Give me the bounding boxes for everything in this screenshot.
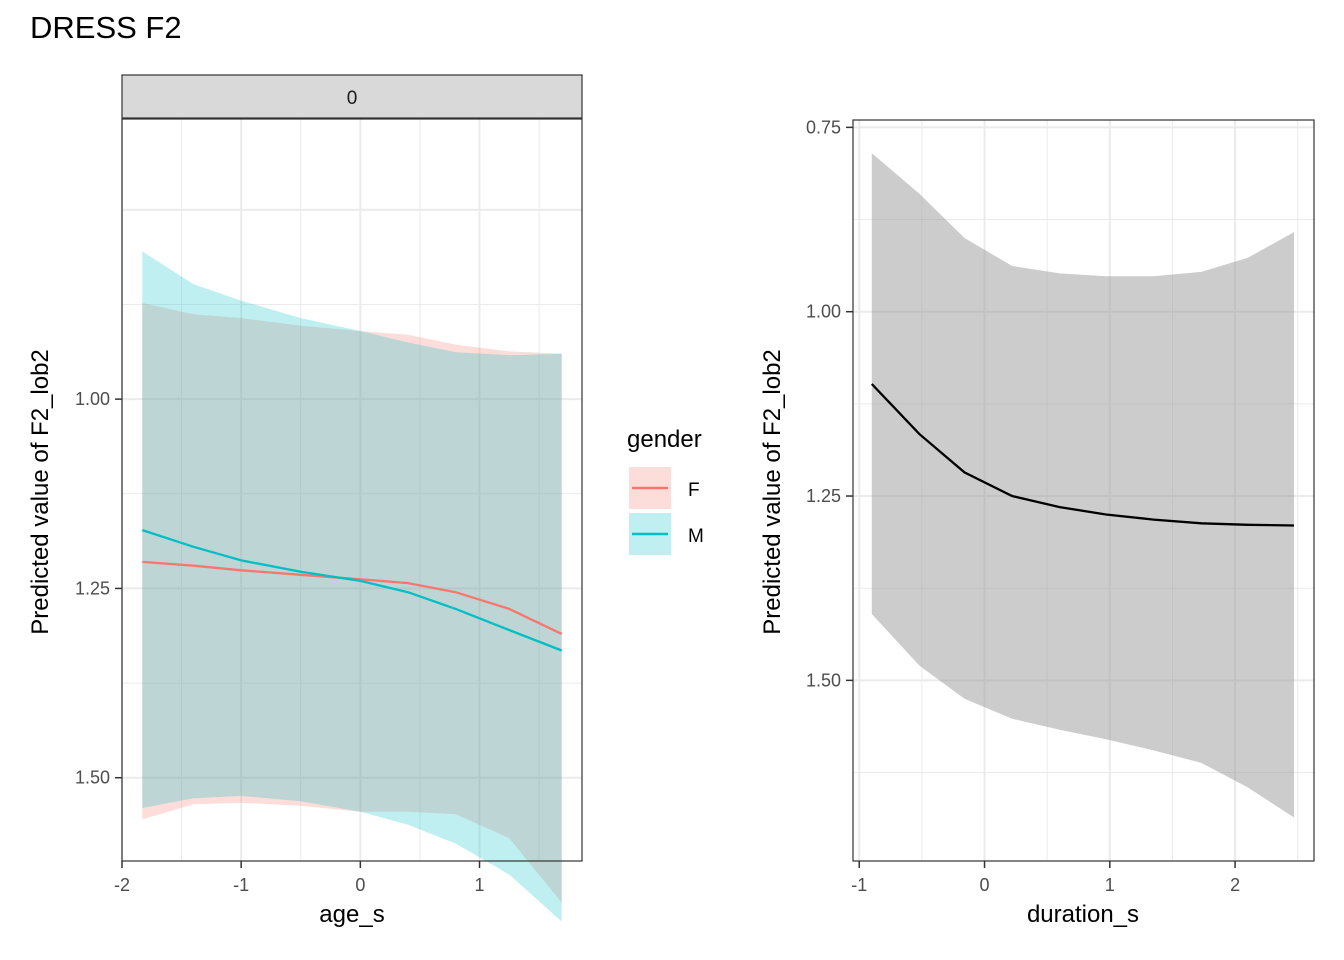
y-tick-label: 1.25	[806, 486, 841, 506]
x-axis-label: duration_s	[1027, 901, 1139, 928]
y-axis-ticks: 0.75 1.00 1.25 1.50	[806, 117, 853, 690]
ribbon-M	[142, 251, 562, 922]
y-axis-label: Predicted value of F2_lob2	[27, 349, 54, 635]
y-tick-label: 1.00	[806, 302, 841, 322]
x-tick-label: -1	[851, 875, 867, 895]
plot-border	[121, 118, 583, 862]
right-panel: -1 0 1 2 0.75 1.00 1.25 1.50 duration_s Predic…	[759, 117, 1315, 928]
legend-item-M: M	[629, 513, 704, 555]
legend-title: gender	[627, 426, 702, 453]
x-tick-label: 0	[355, 875, 365, 895]
legend-item-F: F	[629, 467, 700, 509]
confidence-ribbons	[142, 251, 562, 922]
x-tick-label: 2	[1230, 875, 1240, 895]
y-tick-label: 1.00	[75, 389, 110, 409]
line-M	[141, 529, 563, 652]
x-axis-label: age_s	[319, 901, 384, 928]
ribbon-duration_s	[871, 153, 1294, 818]
x-tick-label: 0	[980, 875, 990, 895]
y-tick-label: 0.75	[806, 117, 841, 137]
series-lines	[870, 383, 1295, 527]
left-panel: 0 -2 -1 0 1 1.00 1.25 1.50 age_s Predicted va…	[27, 74, 583, 928]
legend-label-F: F	[688, 480, 700, 501]
x-tick-label: -1	[233, 875, 249, 895]
y-tick-label: 1.50	[75, 768, 110, 788]
chart-title: DRESS F2	[30, 10, 182, 45]
y-tick-label: 1.50	[806, 670, 841, 690]
legend-label-M: M	[688, 526, 704, 547]
series-lines	[141, 529, 563, 652]
line-duration_s	[870, 383, 1295, 527]
x-tick-label: 1	[1105, 875, 1115, 895]
y-axis-ticks: 1.00 1.25 1.50	[75, 389, 122, 788]
y-axis-label: Predicted value of F2_lob2	[759, 349, 786, 635]
line-F	[142, 560, 563, 635]
confidence-ribbons	[871, 153, 1294, 818]
plot-border	[852, 119, 1315, 862]
ribbon-F	[142, 303, 562, 903]
x-tick-label: 1	[475, 875, 485, 895]
x-axis-ticks: -1 0 1 2	[851, 861, 1240, 895]
grid-lines	[121, 119, 582, 861]
plot-background	[122, 119, 582, 861]
x-axis-ticks: -2 -1 0 1	[114, 861, 485, 895]
facet-strip	[121, 74, 583, 119]
legend: gender F M	[627, 426, 704, 555]
facet-strip-label: 0	[347, 88, 358, 109]
x-tick-label: -2	[114, 875, 130, 895]
y-tick-label: 1.25	[75, 578, 110, 598]
